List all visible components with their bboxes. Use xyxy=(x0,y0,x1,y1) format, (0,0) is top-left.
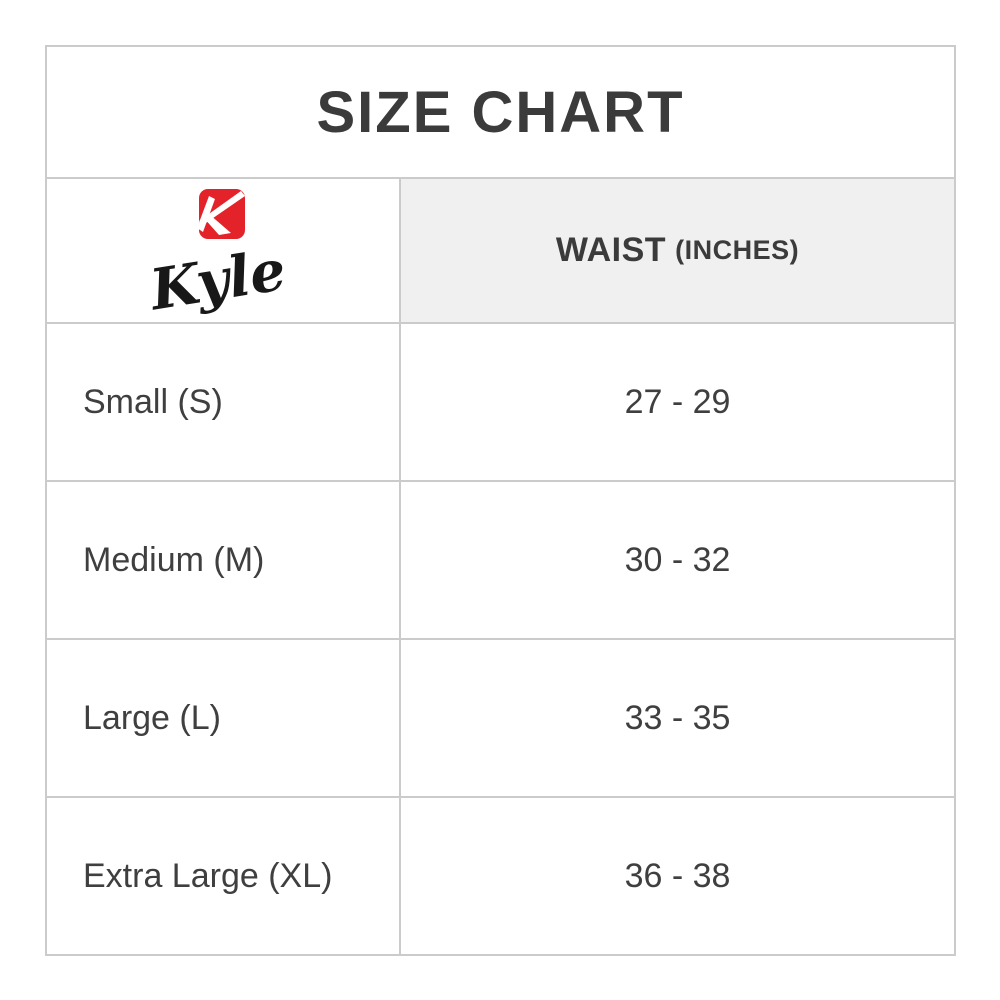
table-row-large-waist: 33 - 35 xyxy=(399,638,954,796)
kyle-brand-logo: Kyle xyxy=(144,188,290,315)
size-label: Medium (M) xyxy=(83,540,265,579)
size-label: Large (L) xyxy=(83,698,221,737)
waist-column-header: WAIST (INCHES) xyxy=(399,177,954,322)
table-row-xlarge-waist: 36 - 38 xyxy=(399,796,954,954)
title-row: SIZE CHART xyxy=(47,47,954,177)
waist-header-main: WAIST xyxy=(555,231,667,269)
table-row-medium-waist: 30 - 32 xyxy=(399,480,954,638)
size-label: Small (S) xyxy=(83,382,223,421)
waist-value: 30 - 32 xyxy=(624,540,731,579)
brand-logo-cell: Kyle xyxy=(47,177,399,322)
table-row-medium-size: Medium (M) xyxy=(47,480,399,638)
table-row-small-size: Small (S) xyxy=(47,322,399,480)
size-label: Extra Large (XL) xyxy=(83,856,333,895)
table-row-large-size: Large (L) xyxy=(47,638,399,796)
table-row-xlarge-size: Extra Large (XL) xyxy=(47,796,399,954)
waist-value: 33 - 35 xyxy=(624,698,731,737)
waist-value: 36 - 38 xyxy=(624,856,731,895)
kyle-logo-script: Kyle xyxy=(144,237,290,315)
table-row-small-waist: 27 - 29 xyxy=(399,322,954,480)
svg-text:Kyle: Kyle xyxy=(144,237,290,315)
kyle-logo-mark xyxy=(197,188,245,239)
size-chart-table: SIZE CHART Kyle WAIST (INCHES) Small (S)… xyxy=(45,45,956,956)
page-title: SIZE CHART xyxy=(316,79,685,145)
waist-header-sub: (INCHES) xyxy=(675,235,800,265)
waist-value: 27 - 29 xyxy=(624,382,731,421)
